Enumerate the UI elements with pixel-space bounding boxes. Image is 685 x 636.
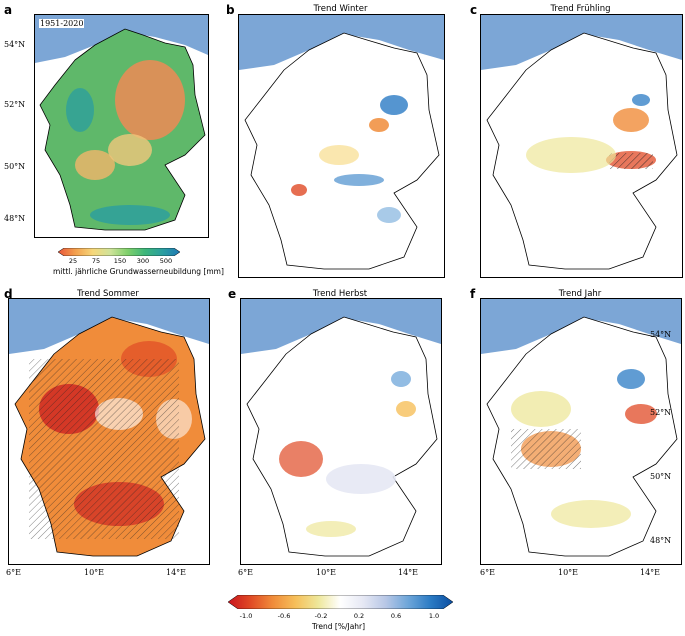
lon-tick: 10°E [316,568,337,577]
high-recharge-alps [90,205,170,225]
lat-tick: 50°N [4,162,26,171]
negative-trend-cluster [613,108,649,132]
trend-tick: -0.6 [277,612,291,620]
germany-trend-year-map [481,299,681,557]
sea-area [239,15,444,70]
recharge-tick: 150 [113,257,127,265]
trend-colorbar-label: Trend [%/Jahr] [312,622,366,631]
lon-tick: 10°E [558,568,579,577]
panel-title-b: Trend Winter [313,4,368,14]
lat-tick: 54°N [650,330,672,339]
panel-letter-a: a [4,3,13,17]
lon-tick: 10°E [84,568,105,577]
negative-trend-cluster [279,441,323,477]
germany-outline [246,316,438,557]
germany-trend-summer-map [9,299,209,557]
map-spring [480,14,683,278]
lat-tick: 48°N [650,536,672,545]
trend-tick: 0.2 [353,612,365,620]
positive-trend-cluster [391,371,411,387]
map-summer [8,298,210,565]
map-autumn [240,298,442,565]
slight-negative-cluster [511,391,571,427]
slight-negative-cluster [396,401,416,417]
slight-negative-cluster [306,521,356,537]
significance-hatching [511,429,581,469]
recharge-tick: 75 [91,257,101,265]
sea-area [9,299,209,354]
period-label: 1951-2020 [39,19,85,28]
panel-title-f: Trend Jahr [558,289,602,299]
positive-trend-cluster [334,174,384,186]
recharge-colorbar [58,248,180,256]
negative-trend-cluster [625,404,657,424]
negative-trend-cluster [369,118,389,132]
positive-trend-cluster [617,369,645,389]
panel-letter-f: f [470,287,476,301]
map-year [480,298,682,565]
lon-tick: 6°E [480,568,495,577]
trend-tick: 1.0 [428,612,440,620]
panel-letter-c: c [470,3,478,17]
lon-tick: 6°E [6,568,21,577]
panel-title-c: Trend Frühling [550,4,611,14]
slight-positive-cluster [326,464,396,494]
sea-area [481,299,681,354]
high-recharge-west [66,88,94,132]
recharge-tick: 500 [159,257,173,265]
trend-tick: -1.0 [239,612,253,620]
germany-trend-winter-map [239,15,444,270]
panel-letter-d: d [4,287,13,301]
panel-title-d: Trend Sommer [77,289,139,299]
germany-outline [39,28,206,231]
trend-colorbar [228,595,453,609]
positive-trend-cluster [632,94,650,106]
trend-tick: -0.2 [314,612,328,620]
germany-recharge-map [35,15,208,231]
sea-area [481,15,682,70]
lon-tick: 14°E [640,568,661,577]
slight-negative-cluster [551,500,631,528]
lat-tick: 54°N [4,40,26,49]
map-winter [238,14,445,278]
lon-tick: 14°E [398,568,419,577]
low-recharge-east [115,60,185,140]
germany-trend-autumn-map [241,299,441,557]
low-recharge-west [75,150,115,180]
lat-tick: 52°N [650,408,672,417]
lat-tick: 48°N [4,214,26,223]
panel-title-e: Trend Herbst [312,289,368,299]
positive-trend-cluster [380,95,408,115]
map-recharge: 1951-2020 [34,14,209,238]
trend-tick: 0.6 [390,612,402,620]
panel-letter-b: b [226,3,235,17]
recharge-tick: 25 [68,257,78,265]
slight-negative-cluster [526,137,616,173]
slight-negative-cluster [319,145,359,165]
lon-tick: 14°E [166,568,187,577]
recharge-tick: 300 [136,257,150,265]
sea-area [241,299,441,354]
low-recharge-central [108,134,152,166]
negative-trend-cluster [291,184,307,196]
significance-hatching [29,359,179,539]
panel-letter-e: e [228,287,237,301]
lon-tick: 6°E [238,568,253,577]
lat-tick: 50°N [650,472,672,481]
germany-trend-spring-map [481,15,682,270]
lat-tick: 52°N [4,100,26,109]
positive-trend-cluster [377,207,401,223]
recharge-colorbar-label: mittl. jährliche Grundwasserneubildung [… [53,267,224,276]
significance-hatching [609,153,653,169]
